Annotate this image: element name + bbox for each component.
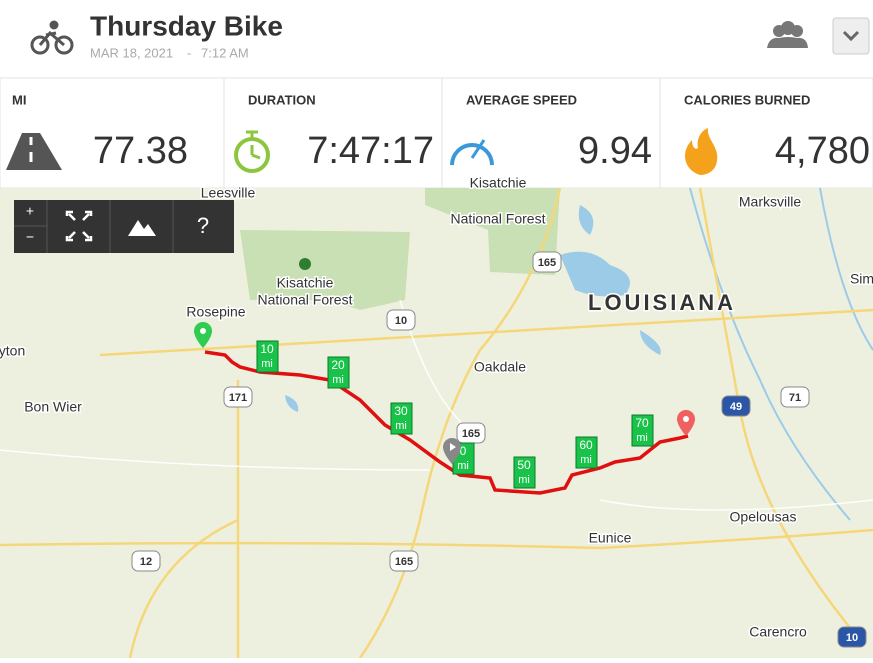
speed-needle bbox=[470, 139, 486, 159]
stat-label: MI bbox=[12, 92, 26, 107]
date: MAR 18, 2021 bbox=[90, 45, 173, 60]
place-label: LOUISIANA bbox=[588, 290, 736, 315]
place-label: Opelousas bbox=[730, 509, 797, 525]
place-label: Leesville bbox=[201, 185, 256, 201]
mile-value: 0 bbox=[460, 444, 467, 458]
start-pin bbox=[194, 322, 212, 348]
route bbox=[204, 350, 689, 495]
current-pin[interactable] bbox=[443, 438, 461, 464]
chevron bbox=[842, 30, 860, 42]
stat-value: 7:47:17 bbox=[307, 130, 434, 172]
road-number: 165 bbox=[538, 257, 556, 269]
road-number: 10 bbox=[395, 315, 407, 327]
mile-unit: mi bbox=[395, 420, 407, 432]
place-label: National Forest bbox=[258, 292, 353, 308]
mile-value: 50 bbox=[517, 458, 531, 472]
road-shield bbox=[131, 550, 161, 572]
forest-icon bbox=[299, 258, 311, 270]
mile-unit: mi bbox=[580, 454, 592, 466]
road-shield bbox=[532, 251, 562, 273]
speed-icon bbox=[450, 143, 494, 166]
terrain-button[interactable] bbox=[128, 220, 156, 236]
fullscreen-button[interactable] bbox=[65, 210, 93, 242]
place-label: Oakdale bbox=[474, 359, 526, 375]
bike-icon bbox=[30, 20, 74, 55]
stat-value: 4,780 bbox=[775, 130, 870, 172]
road-icon bbox=[6, 133, 62, 170]
friends-icon[interactable] bbox=[767, 21, 808, 48]
flame-icon bbox=[685, 128, 718, 175]
road-shield bbox=[721, 395, 751, 417]
mile-value: 60 bbox=[579, 438, 593, 452]
place-label: Carencro bbox=[749, 624, 807, 640]
place-label: Kisatchie bbox=[470, 175, 527, 191]
stat-value: 9.94 bbox=[578, 130, 652, 172]
title: Thursday Bike bbox=[90, 10, 283, 41]
road-number: 165 bbox=[462, 428, 480, 440]
mile-unit: mi bbox=[332, 374, 344, 386]
dropdown-button[interactable] bbox=[832, 17, 870, 55]
road-shield bbox=[386, 309, 416, 331]
road-number: 10 bbox=[846, 632, 858, 644]
stopwatch-hand bbox=[246, 130, 261, 160]
road-shield bbox=[837, 626, 867, 648]
road-shield bbox=[780, 386, 810, 408]
place-label: Kisatchie bbox=[277, 275, 334, 291]
stat-label: DURATION bbox=[248, 92, 316, 107]
mile-marker bbox=[256, 340, 279, 373]
road-shield bbox=[389, 550, 419, 572]
mile-unit: mi bbox=[261, 358, 273, 370]
stat-label: AVERAGE SPEED bbox=[466, 92, 577, 107]
header bbox=[0, 0, 873, 78]
mile-unit: mi bbox=[636, 432, 648, 444]
mile-unit: mi bbox=[457, 460, 469, 472]
road-shield bbox=[223, 386, 253, 408]
separator: - bbox=[187, 45, 191, 60]
place-label: Eunice bbox=[589, 530, 632, 546]
mile-marker bbox=[327, 356, 350, 389]
mile-value: 70 bbox=[635, 416, 649, 430]
zoom-out[interactable]: − bbox=[26, 229, 34, 245]
mile-value: 20 bbox=[331, 358, 345, 372]
mile-value: 30 bbox=[394, 404, 408, 418]
place-label: Sim bbox=[850, 271, 873, 287]
road-number: 165 bbox=[395, 556, 413, 568]
stat-value: 77.38 bbox=[93, 130, 188, 172]
mile-marker bbox=[631, 414, 654, 447]
place-label: Rosepine bbox=[186, 304, 245, 320]
mile-marker bbox=[575, 436, 598, 469]
road-number: 171 bbox=[229, 392, 247, 404]
place-label: Marksville bbox=[739, 194, 801, 210]
mile-value: 10 bbox=[260, 342, 274, 356]
road-number: 49 bbox=[730, 401, 742, 413]
road-number: 12 bbox=[140, 556, 152, 568]
stat-label: CALORIES BURNED bbox=[684, 92, 810, 107]
mile-unit: mi bbox=[518, 474, 530, 486]
map-controls bbox=[14, 200, 234, 253]
zoom-in[interactable]: + bbox=[26, 203, 34, 219]
mile-marker bbox=[390, 402, 413, 435]
place-label: National Forest bbox=[451, 211, 546, 227]
help-button[interactable]: ? bbox=[197, 213, 209, 238]
road-number: 71 bbox=[789, 392, 801, 404]
mile-marker bbox=[513, 456, 536, 489]
end-pin bbox=[677, 410, 695, 436]
time: 7:12 AM bbox=[201, 45, 249, 60]
place-label: yton bbox=[0, 343, 25, 359]
place-label: Bon Wier bbox=[24, 399, 82, 415]
